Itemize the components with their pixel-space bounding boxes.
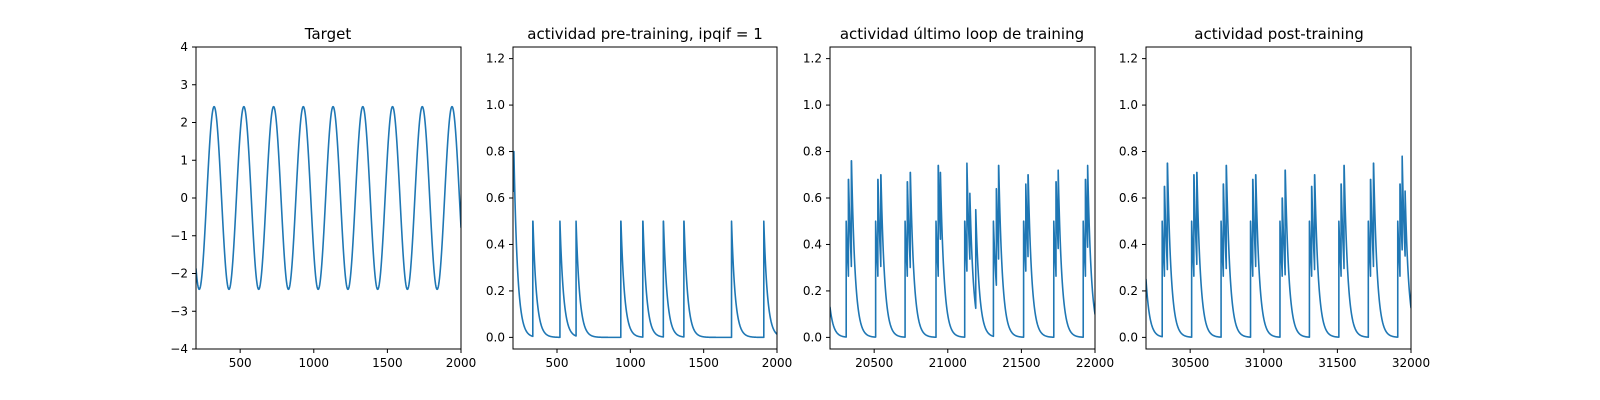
y-tick-label: 0.4 — [486, 237, 505, 251]
subplot-target: Target 500 1000 1500 2000 −4 −3 −2 −1 0 1 2 3 4 — [170, 25, 476, 370]
y-tick-label: 0.6 — [486, 191, 505, 205]
chart-title: actividad post-training — [1194, 25, 1363, 43]
subplot-pre-training: actividad pre-training, ipqif = 1 500 100… — [486, 25, 792, 370]
x-tick-label: 31500 — [1318, 356, 1356, 370]
y-tick-label: 0.8 — [486, 145, 505, 159]
y-tick-label: 0 — [180, 191, 188, 205]
y-tick-label: 4 — [180, 40, 188, 54]
x-tick-label: 31000 — [1245, 356, 1283, 370]
x-tick-label: 32000 — [1392, 356, 1430, 370]
y-tick-label: 1.0 — [486, 98, 505, 112]
y-tick-label: 0.8 — [803, 145, 822, 159]
x-tick-label: 21000 — [929, 356, 967, 370]
y-tick-label: 0.6 — [1119, 191, 1138, 205]
y-tick-label: 0.0 — [803, 330, 822, 344]
series-line — [1146, 155, 1411, 338]
x-tick-label: 1000 — [615, 356, 646, 370]
y-tick-label: −4 — [170, 342, 188, 356]
y-tick-label: 0.2 — [486, 284, 505, 298]
series-line — [513, 150, 777, 339]
series-line — [196, 105, 461, 291]
x-tick-label: 1000 — [299, 356, 330, 370]
y-tick-label: 0.2 — [1119, 284, 1138, 298]
y-tick-label: −3 — [170, 304, 188, 318]
subplot-post-training: actividad post-training 30500 31000 31500 3… — [1119, 25, 1430, 370]
x-tick-label: 21500 — [1002, 356, 1040, 370]
x-tick-label: 1500 — [372, 356, 403, 370]
x-tick-label: 20500 — [855, 356, 893, 370]
x-tick-label: 500 — [546, 356, 569, 370]
y-tick-label: −1 — [170, 229, 188, 243]
x-tick-label: 1500 — [688, 356, 719, 370]
x-tick-label: 2000 — [446, 356, 477, 370]
x-tick-label: 30500 — [1171, 356, 1209, 370]
series-line — [830, 160, 1095, 339]
y-tick-label: 1.0 — [803, 98, 822, 112]
y-tick-label: 2 — [180, 116, 188, 130]
y-tick-label: 1.0 — [1119, 98, 1138, 112]
chart-title: Target — [304, 25, 352, 43]
y-tick-label: 0.0 — [486, 330, 505, 344]
y-tick-label: 1 — [180, 153, 188, 167]
y-tick-label: 0.6 — [803, 191, 822, 205]
chart-title: actividad pre-training, ipqif = 1 — [527, 25, 763, 43]
subplot-last-training-loop: actividad último loop de training 20500 2… — [803, 25, 1114, 370]
chart-title: actividad último loop de training — [840, 25, 1084, 43]
x-tick-label: 22000 — [1076, 356, 1114, 370]
y-tick-label: 1.2 — [803, 52, 822, 66]
y-tick-label: 3 — [180, 78, 188, 92]
y-tick-label: 0.0 — [1119, 330, 1138, 344]
y-tick-label: 0.2 — [803, 284, 822, 298]
y-tick-label: 1.2 — [486, 52, 505, 66]
x-tick-label: 500 — [229, 356, 252, 370]
x-tick-label: 2000 — [762, 356, 793, 370]
y-tick-label: −2 — [170, 267, 188, 281]
y-tick-label: 0.8 — [1119, 145, 1138, 159]
y-tick-label: 1.2 — [1119, 52, 1138, 66]
y-tick-label: 0.4 — [1119, 237, 1138, 251]
y-tick-label: 0.4 — [803, 237, 822, 251]
